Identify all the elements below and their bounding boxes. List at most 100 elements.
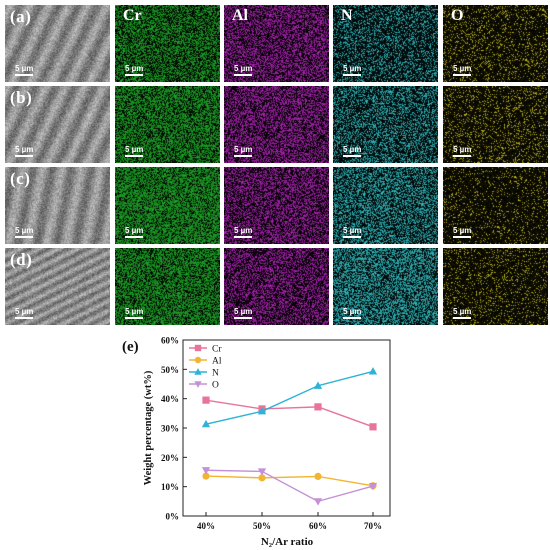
- series-line-cr: [205, 399, 374, 428]
- edx-map-grid: (a) 5 µm Cr 5 µm Al 5 µm N 5 µm O 5 µm (b) 5 µm 5 µm…: [5, 5, 548, 325]
- tile-al-map-row-4: 5 µm: [224, 248, 329, 325]
- series-line-o: [205, 469, 374, 503]
- sem-micrograph-image: [5, 5, 110, 82]
- tile-o-map-row-2: 5 µm: [443, 86, 548, 163]
- data-point-n: [368, 367, 378, 375]
- x-tick-label: 70%: [364, 521, 382, 531]
- element-map-image: [333, 86, 438, 163]
- scale-bar-label: 5 µm: [15, 145, 34, 154]
- scale-bar: [125, 74, 143, 76]
- chart-svg: (e) 0% 10% 20% 30% 40% 50% 60% 40% 50% 60% 70% Cr…: [122, 336, 391, 548]
- scale-bar-label: 5 µm: [15, 226, 34, 235]
- tile-n-map-row-4: 5 µm: [333, 248, 438, 325]
- scale-bar-label: 5 µm: [15, 307, 34, 316]
- element-map-image: [224, 248, 329, 325]
- tile-al-map-row-1: Al 5 µm: [224, 5, 329, 82]
- data-point-o: [257, 468, 267, 476]
- element-map-image: [224, 5, 329, 82]
- data-point-cr: [202, 396, 210, 404]
- tile-al-map-row-3: 5 µm: [224, 167, 329, 244]
- legend-marker: [194, 368, 202, 375]
- series-line-al: [205, 475, 374, 487]
- tile-o-map-row-4: 5 µm: [443, 248, 548, 325]
- scale-bar-label: 5 µm: [343, 64, 362, 73]
- scale-bar: [343, 74, 361, 76]
- scale-bar-label: 5 µm: [453, 64, 472, 73]
- tile-sem-micrograph-row-1: (a) 5 µm: [5, 5, 110, 82]
- legend-label: Al: [212, 357, 222, 367]
- element-map-image: [443, 248, 548, 325]
- legend-label: Cr: [212, 345, 222, 355]
- scale-bar: [234, 317, 252, 319]
- scale-bar-label: 5 µm: [125, 145, 144, 154]
- element-map-image: [115, 248, 220, 325]
- sem-micrograph-image: [5, 86, 110, 163]
- element-label: Cr: [123, 7, 142, 24]
- y-tick-label: 20%: [161, 453, 179, 463]
- x-tick-label: 50%: [253, 521, 271, 531]
- tile-n-map-row-2: 5 µm: [333, 86, 438, 163]
- scale-bar: [125, 155, 143, 157]
- x-axis-label: N₂/Ar ratio: [261, 536, 314, 548]
- element-map-image: [224, 167, 329, 244]
- weight-percentage-chart: (e) 0% 10% 20% 30% 40% 50% 60% 40% 50% 60% 70% Cr…: [0, 335, 550, 550]
- scale-bar-label: 5 µm: [234, 307, 253, 316]
- legend-marker: [194, 344, 202, 352]
- element-map-image: [443, 5, 548, 82]
- scale-bar-label: 5 µm: [234, 145, 253, 154]
- element-map-image: [115, 167, 220, 244]
- data-point-al: [258, 474, 266, 482]
- element-map-image: [333, 248, 438, 325]
- data-point-o: [201, 467, 211, 475]
- series-layer: [201, 367, 378, 506]
- element-map-image: [333, 5, 438, 82]
- x-tick-label: 60%: [309, 521, 327, 531]
- legend-label: N: [212, 369, 219, 379]
- tile-sem-micrograph-row-2: (b) 5 µm: [5, 86, 110, 163]
- series-line-n: [205, 370, 374, 425]
- row-label: (c): [10, 169, 31, 188]
- tile-cr-map-row-4: 5 µm: [115, 248, 220, 325]
- data-point-n: [201, 419, 211, 428]
- scale-bar-label: 5 µm: [125, 226, 144, 235]
- element-map-image: [115, 86, 220, 163]
- scale-bar: [15, 236, 33, 238]
- tile-al-map-row-2: 5 µm: [224, 86, 329, 163]
- tile-o-map-row-3: 5 µm: [443, 167, 548, 244]
- data-point-o: [368, 483, 378, 491]
- scale-bar: [343, 317, 361, 319]
- element-map-image: [224, 86, 329, 163]
- legend: Cr Al NO: [189, 345, 222, 391]
- element-label: N: [341, 7, 353, 24]
- element-map-image: [333, 167, 438, 244]
- scale-bar: [234, 155, 252, 157]
- tile-n-map-row-3: 5 µm: [333, 167, 438, 244]
- y-tick-label: 60%: [161, 336, 179, 346]
- scale-bar-label: 5 µm: [15, 64, 34, 73]
- panel-label-e: (e): [122, 339, 139, 355]
- y-axis-ticks: 0% 10% 20% 30% 40% 50% 60%: [161, 336, 187, 522]
- data-point-n: [257, 406, 267, 415]
- scale-bar-label: 5 µm: [234, 226, 253, 235]
- scale-bar-label: 5 µm: [453, 307, 472, 316]
- row-label: (d): [10, 250, 33, 269]
- scale-bar: [15, 74, 33, 76]
- data-point-n: [313, 381, 323, 389]
- data-point-al: [314, 472, 322, 480]
- legend-marker: [194, 356, 202, 364]
- scale-bar: [125, 236, 143, 238]
- tile-sem-micrograph-row-4: (d) 5 µm: [5, 248, 110, 325]
- y-tick-label: 30%: [161, 424, 179, 434]
- scale-bar-label: 5 µm: [125, 307, 144, 316]
- scale-bar: [125, 317, 143, 319]
- scale-bar: [15, 317, 33, 319]
- data-point-o: [313, 498, 323, 506]
- element-map-image: [443, 167, 548, 244]
- y-axis-label: Weight percentage (wt%): [143, 370, 154, 485]
- legend-marker: [194, 381, 202, 388]
- sem-micrograph-image: [5, 167, 110, 244]
- scale-bar: [453, 317, 471, 319]
- scale-bar-label: 5 µm: [453, 145, 472, 154]
- row-label: (b): [10, 88, 33, 107]
- data-point-cr: [369, 423, 377, 431]
